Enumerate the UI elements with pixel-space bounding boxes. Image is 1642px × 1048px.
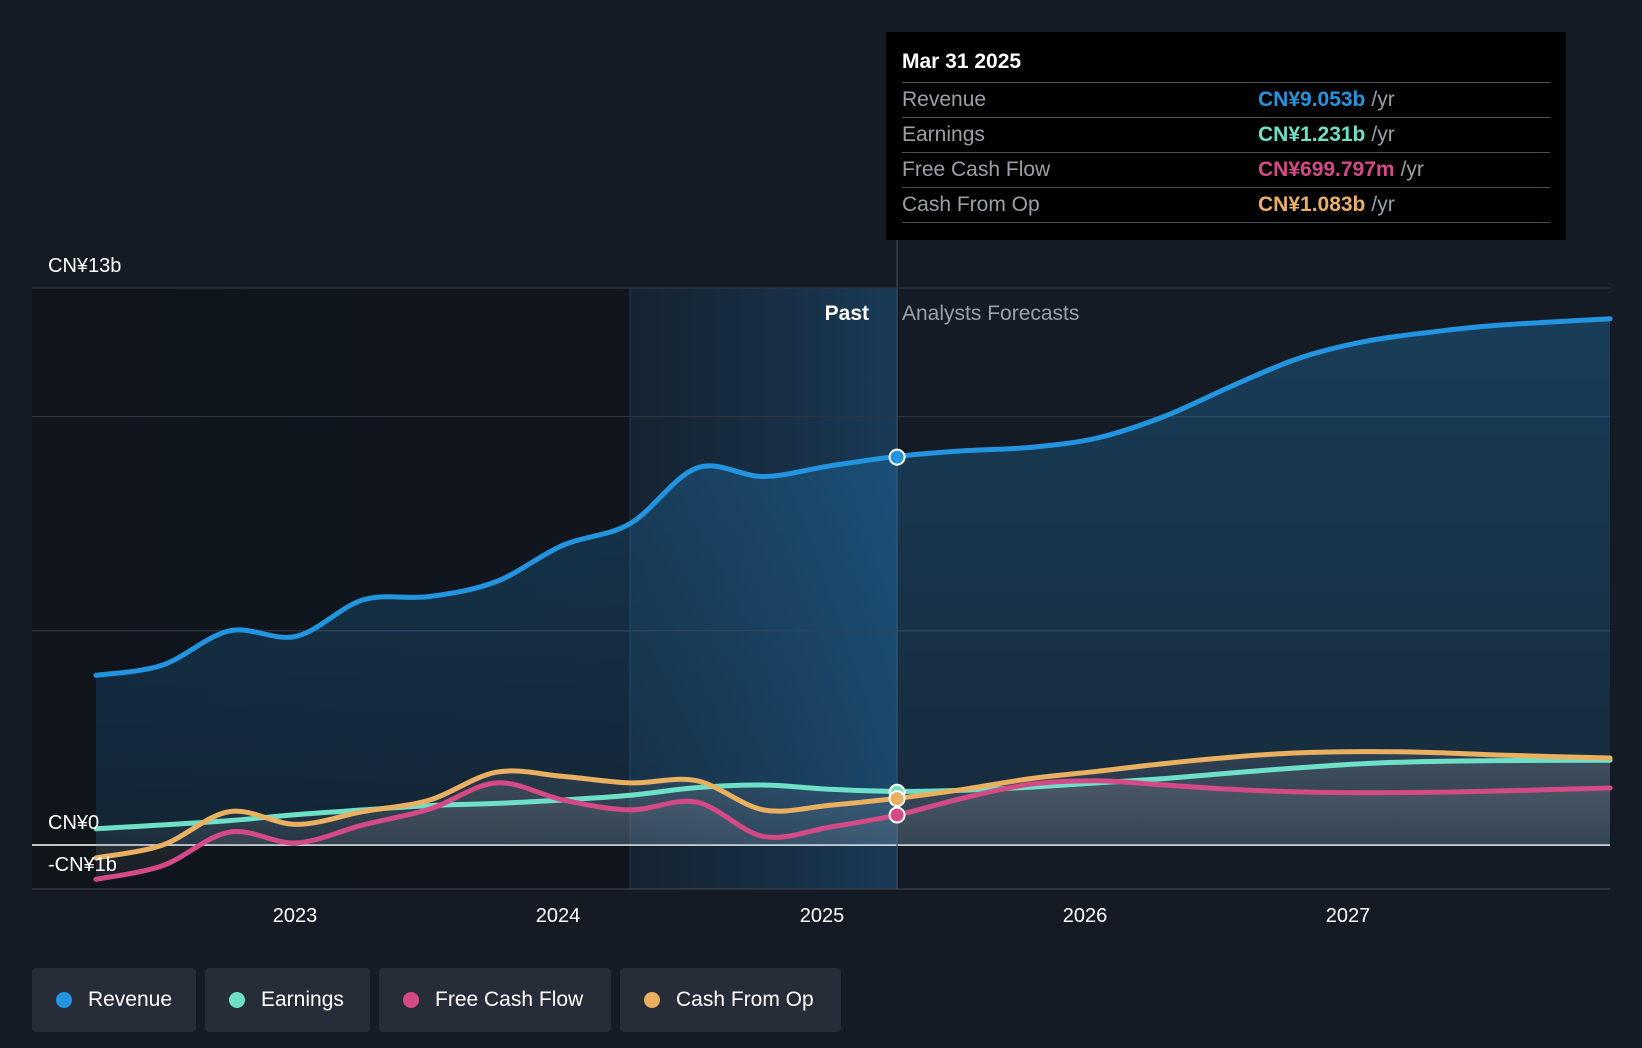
- x-tick-label: 2023: [273, 905, 318, 927]
- tooltip-value: CN¥699.797m: [1258, 158, 1395, 181]
- x-tick-label: 2025: [800, 905, 845, 927]
- series-area-revenue: [96, 318, 1610, 845]
- tooltip-row-cash-from-op: Cash From Op CN¥1.083b /yr: [902, 187, 1550, 223]
- series-line-revenue: [93, 316, 1613, 678]
- tooltip-unit: /yr: [1371, 88, 1395, 111]
- tooltip-value: CN¥1.231b: [1258, 123, 1366, 146]
- tooltip-value: CN¥1.083b: [1258, 193, 1366, 216]
- tooltip-unit: /yr: [1371, 123, 1395, 146]
- data-point-free-cash-flow: [888, 806, 906, 824]
- tooltip: Mar 31 2025 Revenue CN¥9.053b /yr Earnin…: [886, 32, 1566, 240]
- legend-dot-icon: [644, 992, 660, 1008]
- legend-dot-icon: [403, 992, 419, 1008]
- y-tick-label: CN¥0: [48, 812, 99, 834]
- series-line-free-cash-flow: [93, 778, 1613, 882]
- legend-item-revenue[interactable]: Revenue: [32, 968, 196, 1032]
- legend-label: Earnings: [261, 988, 344, 1011]
- y-tick-label: CN¥13b: [48, 255, 121, 277]
- tooltip-label: Free Cash Flow: [902, 158, 1051, 181]
- tooltip-row-earnings: Earnings CN¥1.231b /yr: [902, 117, 1550, 152]
- legend-label: Cash From Op: [676, 988, 814, 1011]
- x-tick-label: 2027: [1326, 905, 1371, 927]
- past-label: Past: [825, 302, 869, 325]
- tooltip-date: Mar 31 2025: [902, 50, 1022, 73]
- tooltip-row-free-cash-flow: Free Cash Flow CN¥699.797m /yr: [902, 152, 1550, 187]
- tooltip-unit: /yr: [1371, 193, 1395, 216]
- series-line-earnings: [93, 757, 1613, 832]
- y-tick-label: -CN¥1b: [48, 854, 117, 876]
- legend-dot-icon: [56, 992, 72, 1008]
- data-point-revenue: [888, 448, 906, 466]
- tooltip-unit: /yr: [1400, 158, 1424, 181]
- legend-dot-icon: [229, 992, 245, 1008]
- tooltip-row-revenue: Revenue CN¥9.053b /yr: [902, 82, 1550, 117]
- tooltip-value: CN¥9.053b: [1258, 88, 1366, 111]
- forecast-label: Analysts Forecasts: [902, 302, 1079, 325]
- legend: Revenue Earnings Free Cash Flow Cash Fro…: [32, 968, 841, 1032]
- legend-item-earnings[interactable]: Earnings: [205, 968, 370, 1032]
- x-tick-label: 2026: [1063, 905, 1108, 927]
- legend-item-free-cash-flow[interactable]: Free Cash Flow: [379, 968, 611, 1032]
- series-line-cash-from-op: [93, 749, 1613, 861]
- legend-label: Revenue: [87, 988, 172, 1011]
- tooltip-label: Earnings: [902, 123, 985, 146]
- legend-label: Free Cash Flow: [435, 988, 584, 1011]
- tooltip-label: Cash From Op: [902, 193, 1040, 216]
- data-point-cash-from-op: [888, 790, 906, 808]
- x-tick-label: 2024: [536, 905, 581, 927]
- legend-item-cash-from-op[interactable]: Cash From Op: [620, 968, 841, 1032]
- tooltip-label: Revenue: [902, 88, 987, 111]
